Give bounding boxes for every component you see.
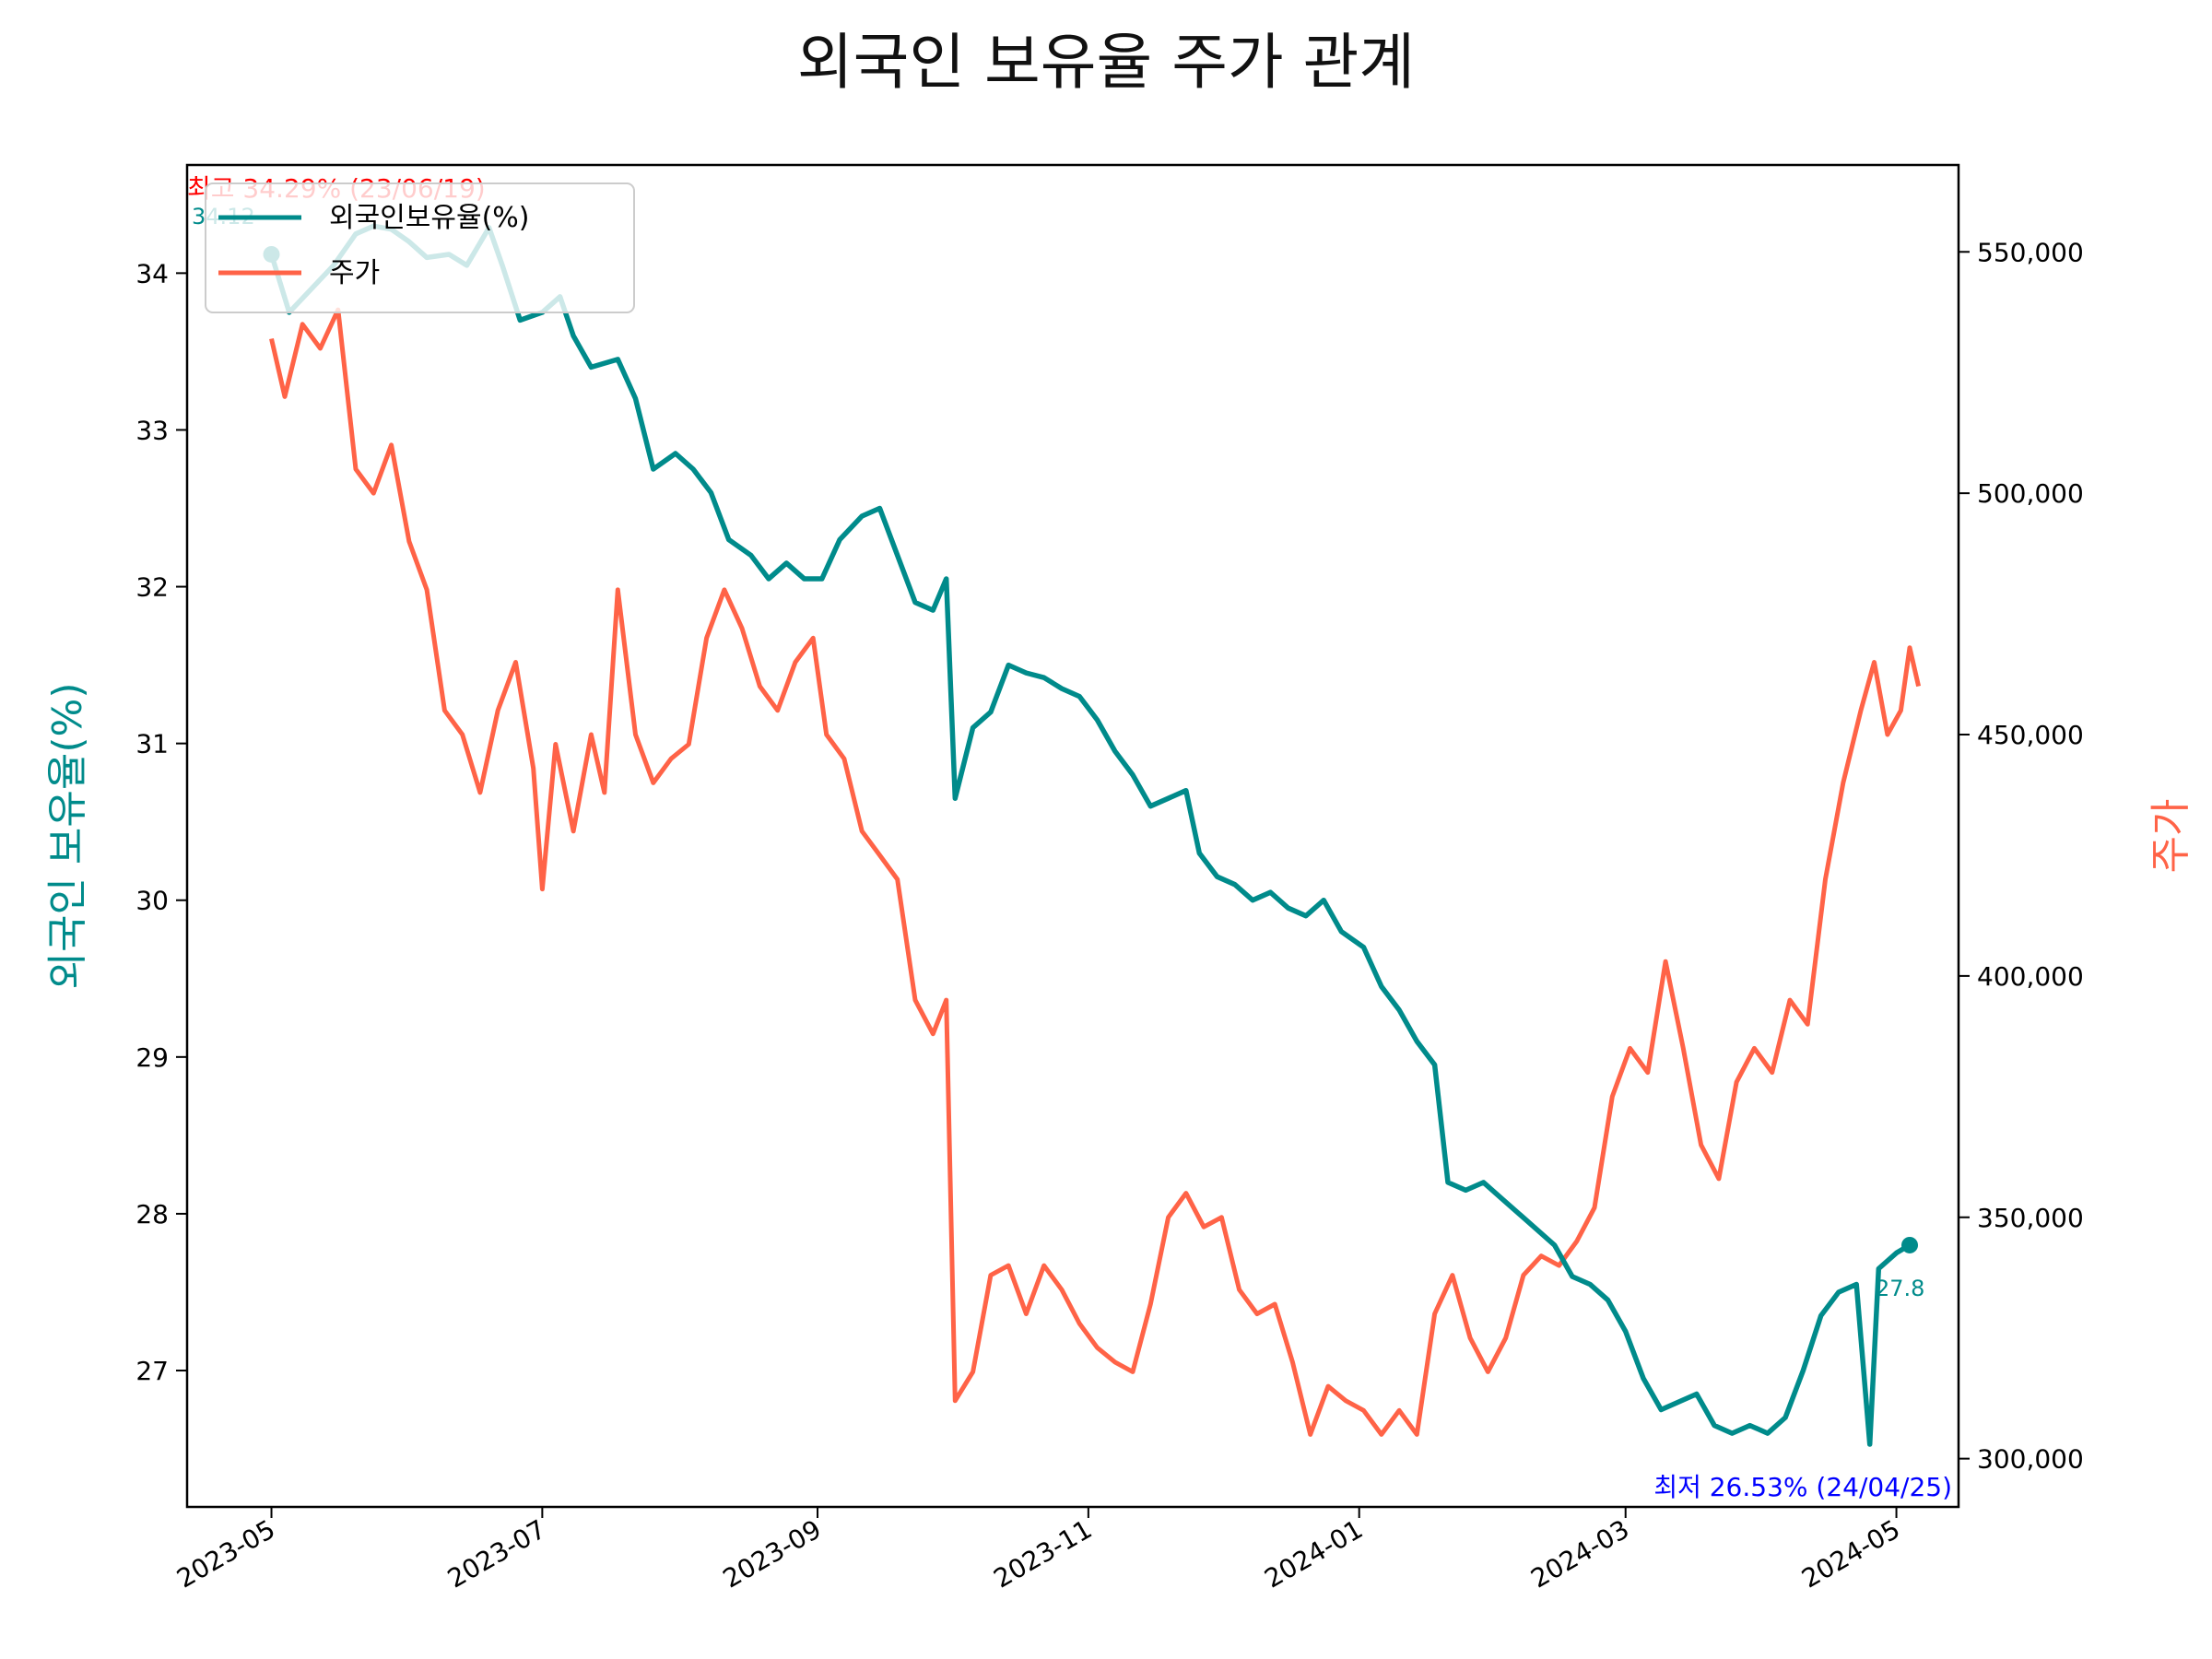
end-point-marker [1901, 1236, 1919, 1253]
y-right-axis: 300,000 350,000 400,000 450,000 500,000 550,0… [1959, 237, 2084, 1475]
y-left-axis-label: 외국인 보유율(%) [44, 682, 91, 989]
y-left-tick-label: 31 [135, 729, 169, 759]
x-tick-label: 2024-03 [1525, 1513, 1634, 1594]
legend-box [205, 182, 635, 313]
x-tick-label: 2023-11 [989, 1513, 1098, 1594]
y-right-tick-label: 400,000 [1977, 961, 2084, 992]
y-left-tick-label: 33 [135, 415, 169, 445]
series-line-price [269, 307, 1922, 1437]
y-left-tick-label: 27 [135, 1356, 169, 1386]
y-left-tick-label: 32 [135, 572, 169, 603]
x-tick-label: 2024-05 [1796, 1513, 1905, 1594]
x-tick-label: 2023-07 [442, 1513, 551, 1594]
y-left-tick-label: 34 [135, 258, 169, 288]
y-left-axis: 27 28 29 30 31 32 33 34 [135, 258, 187, 1386]
y-right-tick-label: 500,000 [1977, 478, 2084, 509]
y-right-tick-label: 550,000 [1977, 237, 2084, 267]
legend-label-holding: 외국인보유율(%) [329, 202, 530, 234]
y-left-tick-label: 29 [135, 1042, 169, 1073]
chart-title: 외국인 보유율 주가 관계 [797, 27, 1415, 98]
min-annotation: 최저 26.53% (24/04/25) [1653, 1472, 1952, 1502]
x-axis: 2023-05 2023-07 2023-09 2023-11 2024-01 2024-… [171, 1507, 1905, 1594]
legend: 외국인보유율(%) 주가 [205, 182, 635, 313]
y-right-tick-label: 450,000 [1977, 720, 2084, 750]
x-tick-label: 2023-09 [718, 1513, 827, 1594]
y-right-axis-label: 주가 [2147, 799, 2194, 874]
series-line-holding [268, 223, 1912, 1447]
series-layer [263, 223, 1922, 1447]
y-left-tick-label: 28 [135, 1199, 169, 1230]
legend-label-price: 주가 [329, 257, 380, 289]
x-tick-label: 2023-05 [171, 1513, 280, 1594]
x-tick-label: 2024-01 [1259, 1513, 1368, 1594]
plot-frame [185, 163, 1960, 1509]
y-right-tick-label: 300,000 [1977, 1444, 2084, 1475]
y-right-tick-label: 350,000 [1977, 1203, 2084, 1233]
end-value-label: 27.8 [1876, 1276, 1924, 1301]
y-left-tick-label: 30 [135, 886, 169, 916]
